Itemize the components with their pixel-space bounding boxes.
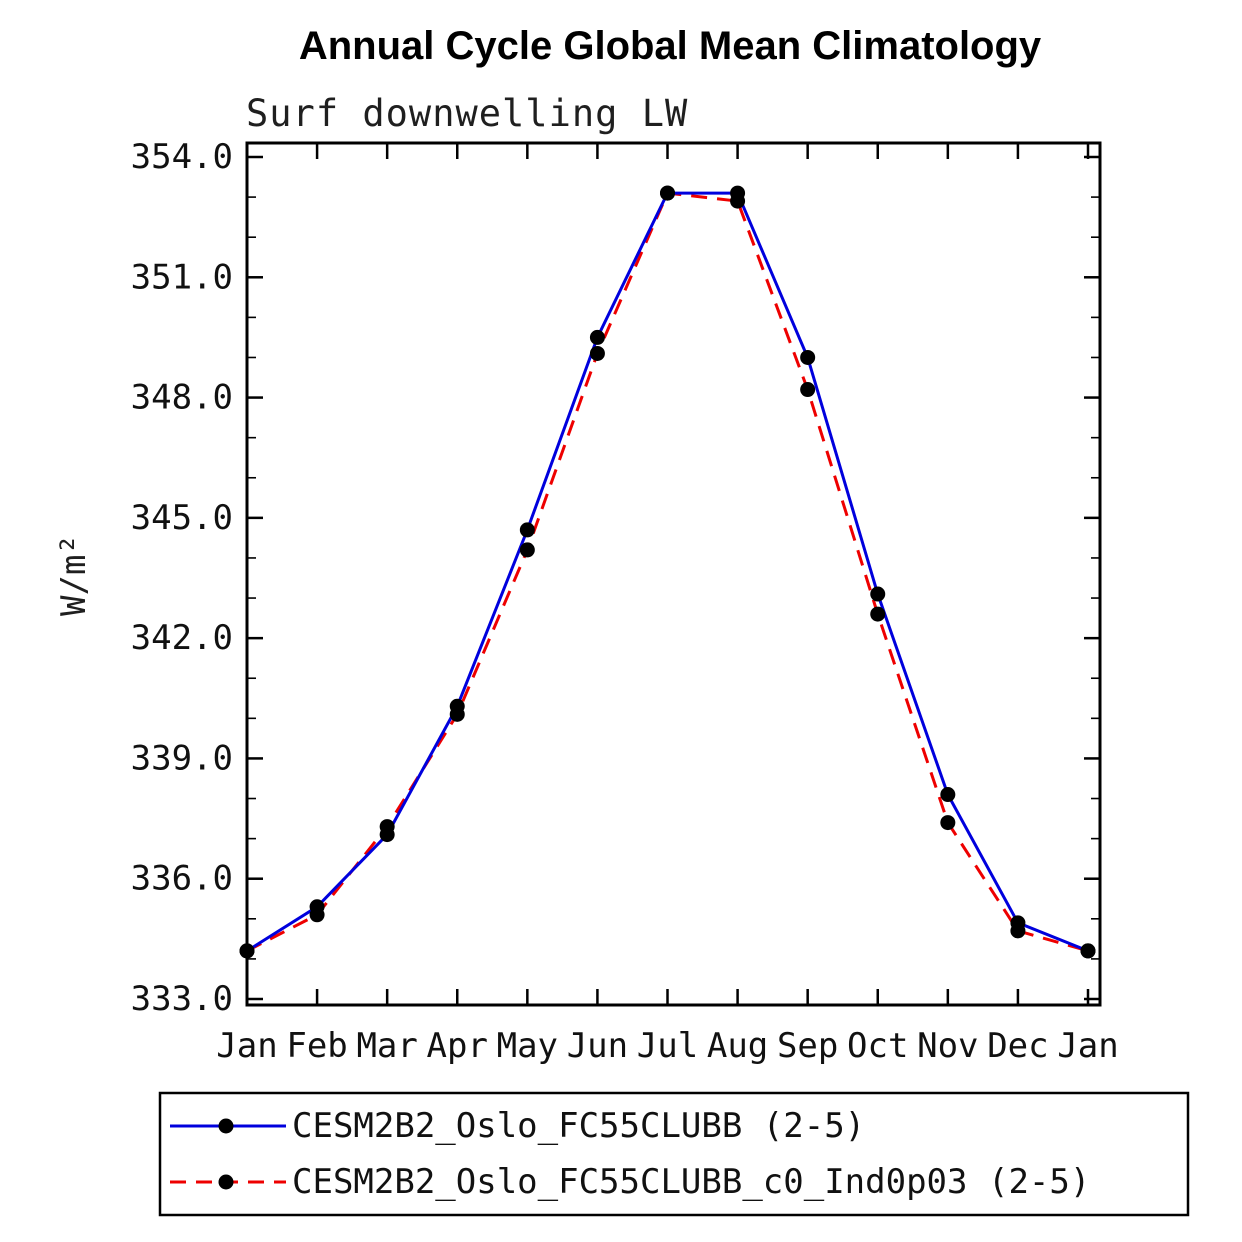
- x-tick-label: May: [497, 1026, 558, 1066]
- x-tick-label: Mar: [356, 1026, 417, 1066]
- x-tick-label: Nov: [917, 1026, 978, 1066]
- chart-subtitle: Surf downwelling LW: [246, 92, 689, 135]
- data-point-marker: [800, 349, 816, 365]
- x-tick-label: Feb: [286, 1026, 347, 1066]
- data-point-marker: [589, 329, 605, 345]
- legend-label: CESM2B2_Oslo_FC55CLUBB (2-5): [292, 1106, 865, 1146]
- x-tick-label: Jul: [637, 1026, 698, 1066]
- data-point-marker: [589, 345, 605, 361]
- x-tick-label: Apr: [427, 1026, 488, 1066]
- axis-box: [245, 141, 1102, 1007]
- y-tick-label: 336.0: [131, 859, 233, 899]
- legend-marker: [218, 1174, 234, 1190]
- y-tick-label: 333.0: [131, 979, 233, 1019]
- data-point-marker: [1010, 923, 1026, 939]
- data-point-marker: [940, 815, 956, 831]
- series-line: [246, 191, 1089, 953]
- data-point-marker: [730, 193, 746, 209]
- data-point-marker: [519, 542, 535, 558]
- y-tick-label: 339.0: [131, 738, 233, 778]
- legend-marker: [218, 1118, 234, 1134]
- data-point-marker: [449, 706, 465, 722]
- data-point-marker: [870, 606, 886, 622]
- x-tick-label: Jan: [1057, 1026, 1118, 1066]
- legend-box: [158, 1091, 1190, 1217]
- data-point-marker: [870, 586, 886, 602]
- y-tick-label: 345.0: [131, 498, 233, 538]
- data-point-marker: [379, 819, 395, 835]
- x-tick-label: Dec: [987, 1026, 1048, 1066]
- data-point-marker: [660, 185, 675, 201]
- series-line: [246, 191, 1089, 953]
- legend-label: CESM2B2_Oslo_FC55CLUBB_c0_Ind0p03 (2-5): [292, 1162, 1090, 1202]
- y-tick-label: 351.0: [131, 257, 233, 297]
- data-point-marker: [1080, 943, 1096, 959]
- data-point-marker: [239, 943, 255, 959]
- data-point-marker: [940, 787, 956, 803]
- y-tick-label: 342.0: [131, 618, 233, 658]
- x-tick-label: Sep: [777, 1026, 838, 1066]
- chart-title: Annual Cycle Global Mean Climatology: [298, 24, 1042, 68]
- x-tick-label: Jan: [216, 1026, 277, 1066]
- x-tick-label: Jun: [567, 1026, 628, 1066]
- y-tick-label: 354.0: [131, 137, 233, 177]
- x-tick-label: Aug: [707, 1026, 768, 1066]
- data-point-marker: [309, 907, 325, 923]
- x-tick-label: Oct: [847, 1026, 908, 1066]
- data-point-marker: [519, 522, 535, 538]
- data-point-marker: [800, 382, 816, 398]
- y-tick-label: 348.0: [131, 378, 233, 418]
